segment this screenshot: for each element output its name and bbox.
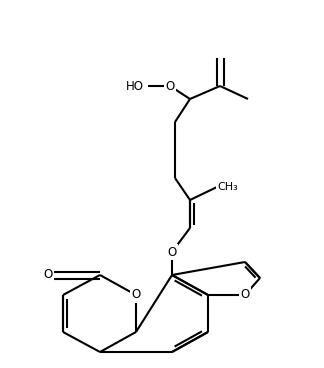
Text: O: O bbox=[43, 269, 52, 282]
Text: O: O bbox=[165, 79, 175, 92]
Text: CH₃: CH₃ bbox=[217, 182, 238, 192]
Text: O: O bbox=[131, 289, 141, 301]
Text: O: O bbox=[168, 245, 177, 258]
Text: O: O bbox=[240, 289, 249, 301]
Text: HO: HO bbox=[126, 79, 144, 92]
